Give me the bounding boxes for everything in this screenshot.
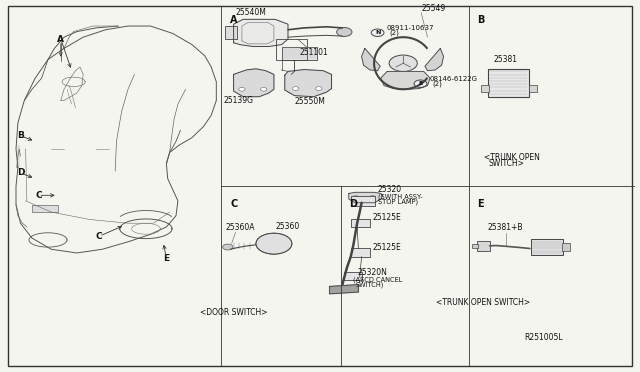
Text: D: D — [17, 169, 24, 177]
Polygon shape — [362, 48, 380, 71]
Bar — [32, 205, 58, 212]
Text: D: D — [349, 199, 358, 209]
Circle shape — [337, 28, 352, 36]
Circle shape — [269, 241, 278, 246]
Text: <TRUNK OPEN SWITCH>: <TRUNK OPEN SWITCH> — [436, 298, 531, 307]
Circle shape — [292, 87, 299, 90]
Text: SWITCH>: SWITCH> — [488, 159, 524, 168]
Text: 25360A: 25360A — [226, 224, 255, 232]
Circle shape — [369, 196, 376, 199]
Bar — [488, 69, 529, 97]
Text: 25549: 25549 — [421, 4, 445, 13]
Text: B: B — [477, 15, 485, 25]
Bar — [351, 248, 370, 257]
Circle shape — [223, 244, 233, 250]
Text: 25550M: 25550M — [294, 97, 325, 106]
Text: 25125E: 25125E — [372, 214, 401, 222]
Polygon shape — [425, 48, 444, 71]
Text: B: B — [17, 131, 24, 140]
Text: 08911-10637: 08911-10637 — [387, 25, 434, 31]
Text: 25320N: 25320N — [357, 268, 387, 277]
Text: C: C — [96, 232, 102, 241]
Text: 25125E: 25125E — [372, 243, 401, 252]
Polygon shape — [285, 70, 332, 97]
Polygon shape — [234, 19, 288, 46]
Text: 25139G: 25139G — [224, 96, 254, 105]
Circle shape — [316, 87, 322, 90]
Circle shape — [371, 29, 384, 36]
Bar — [344, 272, 362, 280]
Text: (2): (2) — [389, 29, 399, 36]
Bar — [351, 219, 370, 227]
Text: 251101: 251101 — [300, 48, 328, 57]
Circle shape — [239, 87, 245, 91]
Bar — [529, 85, 537, 92]
Polygon shape — [330, 285, 358, 294]
Text: A: A — [58, 35, 64, 44]
Text: C: C — [35, 191, 42, 200]
Text: E: E — [477, 199, 484, 209]
Bar — [351, 196, 375, 206]
Polygon shape — [381, 71, 430, 89]
Text: 25540M: 25540M — [236, 8, 266, 17]
Circle shape — [389, 55, 417, 71]
Text: N: N — [375, 30, 380, 35]
Text: B: B — [419, 81, 422, 86]
Bar — [260, 238, 288, 249]
Text: C: C — [230, 199, 237, 209]
Circle shape — [414, 80, 427, 87]
Text: 25320: 25320 — [378, 185, 402, 194]
Text: R251005L: R251005L — [525, 333, 563, 342]
Bar — [276, 39, 307, 60]
Circle shape — [260, 87, 267, 91]
Bar — [472, 244, 478, 248]
Bar — [225, 26, 237, 39]
Text: <DOOR SWITCH>: <DOOR SWITCH> — [200, 308, 268, 317]
Text: A: A — [230, 15, 238, 25]
Bar — [562, 243, 570, 251]
Text: <TRUNK OPEN: <TRUNK OPEN — [484, 153, 540, 162]
Polygon shape — [17, 145, 20, 167]
Text: E: E — [163, 254, 170, 263]
Circle shape — [256, 233, 292, 254]
Polygon shape — [349, 192, 383, 203]
Bar — [282, 46, 317, 60]
Text: STOP LAMP): STOP LAMP) — [378, 199, 418, 205]
Bar — [477, 241, 490, 251]
Circle shape — [262, 237, 285, 250]
Text: (2): (2) — [433, 81, 442, 87]
Bar — [481, 85, 489, 92]
Text: 25381: 25381 — [493, 55, 518, 64]
Text: 25381+B: 25381+B — [488, 224, 524, 232]
Text: 08146-6122G: 08146-6122G — [429, 76, 477, 82]
Text: (ASCD CANCEL: (ASCD CANCEL — [353, 276, 403, 283]
Bar — [531, 239, 563, 255]
Circle shape — [353, 196, 359, 199]
Text: (SWITH ASSY-: (SWITH ASSY- — [378, 193, 422, 200]
Polygon shape — [234, 69, 274, 97]
Text: SWITCH): SWITCH) — [355, 282, 383, 288]
Text: 25360: 25360 — [275, 222, 300, 231]
Circle shape — [256, 233, 292, 254]
